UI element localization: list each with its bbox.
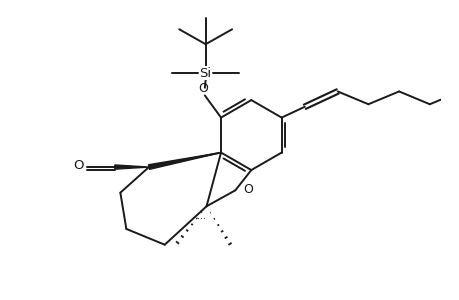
Polygon shape	[115, 165, 149, 169]
Text: O: O	[73, 159, 84, 172]
Text: ...: ...	[196, 212, 206, 221]
Polygon shape	[148, 153, 221, 169]
Text: O: O	[197, 82, 207, 94]
Text: O: O	[242, 183, 252, 196]
Text: Si: Si	[199, 67, 211, 80]
